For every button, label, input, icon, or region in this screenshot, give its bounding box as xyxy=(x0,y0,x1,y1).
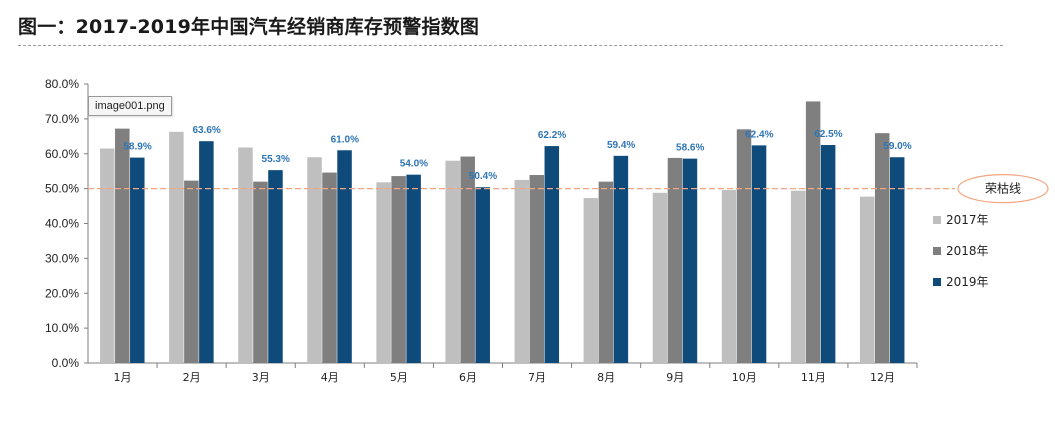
bar-2017年-2月 xyxy=(169,131,184,363)
y-tick-label: 70.0% xyxy=(45,112,79,126)
page-title: 图一：2017-2019年中国汽车经销商库存预警指数图 xyxy=(18,16,480,38)
bar-2019年-6月 xyxy=(475,187,490,363)
bar-2017年-11月 xyxy=(790,190,806,363)
bar-2018年-2月 xyxy=(184,180,199,363)
bar-2019年-12月 xyxy=(889,157,905,363)
bar-2018年-12月 xyxy=(874,133,890,363)
y-tick-label: 10.0% xyxy=(45,321,79,335)
bar-2018年-1月 xyxy=(115,128,130,363)
x-tick-label: 7月 xyxy=(528,371,546,384)
bar-2019年-9月 xyxy=(682,158,698,363)
image-tooltip: image001.png xyxy=(88,96,172,116)
data-label: 58.6% xyxy=(676,143,704,154)
bar-2019年-4月 xyxy=(337,150,352,363)
data-label: 58.9% xyxy=(123,142,151,153)
legend-swatch xyxy=(933,278,941,286)
x-tick-label: 8月 xyxy=(597,371,615,384)
data-label: 54.0% xyxy=(400,159,428,170)
data-label: 59.0% xyxy=(883,141,911,152)
x-tick-label: 3月 xyxy=(252,371,270,384)
bar-2019年-2月 xyxy=(199,141,214,363)
legend-label: 2019年 xyxy=(946,275,989,289)
bar-2017年-10月 xyxy=(721,190,737,363)
bar-2019年-7月 xyxy=(544,146,560,363)
title-divider xyxy=(18,45,1003,46)
data-label: 63.6% xyxy=(192,125,220,136)
bar-2019年-10月 xyxy=(751,145,767,363)
bar-2017年-7月 xyxy=(514,179,530,363)
bar-2018年-5月 xyxy=(391,176,406,363)
bar-2019年-11月 xyxy=(820,145,836,363)
data-label: 59.4% xyxy=(607,140,635,151)
reference-line-label: 荣枯线 xyxy=(985,181,1021,196)
bar-2017年-5月 xyxy=(376,182,391,363)
y-tick-label: 40.0% xyxy=(45,217,79,231)
x-tick-label: 2月 xyxy=(183,371,201,384)
data-label: 55.3% xyxy=(262,154,290,165)
bar-2019年-1月 xyxy=(130,157,145,363)
data-label: 61.0% xyxy=(331,134,359,145)
data-label: 62.2% xyxy=(538,130,566,141)
legend-label: 2018年 xyxy=(946,244,989,258)
data-label: 50.4% xyxy=(469,171,497,182)
bar-2017年-4月 xyxy=(307,157,322,363)
legend-label: 2017年 xyxy=(946,213,989,227)
legend-swatch xyxy=(933,247,941,255)
bar-2018年-9月 xyxy=(667,157,683,363)
bar-2017年-3月 xyxy=(238,147,253,363)
x-tick-label: 1月 xyxy=(114,371,132,384)
bar-2018年-4月 xyxy=(322,172,337,363)
bar-2017年-9月 xyxy=(652,192,668,363)
bar-2019年-3月 xyxy=(268,170,283,363)
data-label: 62.5% xyxy=(814,129,842,140)
bar-2017年-8月 xyxy=(583,198,599,363)
legend-swatch xyxy=(933,216,941,224)
x-tick-label: 10月 xyxy=(732,371,757,384)
bar-2019年-8月 xyxy=(613,155,629,363)
bar-2018年-8月 xyxy=(598,181,614,363)
y-tick-label: 80.0% xyxy=(45,77,79,91)
bar-2019年-5月 xyxy=(406,174,421,363)
bar-2017年-6月 xyxy=(445,160,460,363)
x-tick-label: 5月 xyxy=(390,371,408,384)
y-tick-label: 60.0% xyxy=(45,147,79,161)
bar-2018年-10月 xyxy=(736,129,752,363)
y-tick-label: 20.0% xyxy=(45,286,79,300)
y-tick-label: 30.0% xyxy=(45,251,79,265)
reference-line-badge xyxy=(957,174,1049,204)
data-label: 62.4% xyxy=(745,129,773,140)
bar-2018年-6月 xyxy=(460,156,475,363)
x-tick-label: 6月 xyxy=(459,371,477,384)
bar-2018年-11月 xyxy=(805,101,821,363)
x-tick-label: 11月 xyxy=(801,371,826,384)
x-tick-label: 9月 xyxy=(666,371,684,384)
y-tick-label: 0.0% xyxy=(52,356,80,370)
bar-2017年-12月 xyxy=(859,196,875,363)
bar-2018年-7月 xyxy=(529,175,545,363)
y-tick-label: 50.0% xyxy=(45,182,79,196)
bar-2017年-1月 xyxy=(100,148,115,363)
x-tick-label: 12月 xyxy=(870,371,895,384)
x-tick-label: 4月 xyxy=(321,371,339,384)
bar-2018年-3月 xyxy=(253,181,268,363)
